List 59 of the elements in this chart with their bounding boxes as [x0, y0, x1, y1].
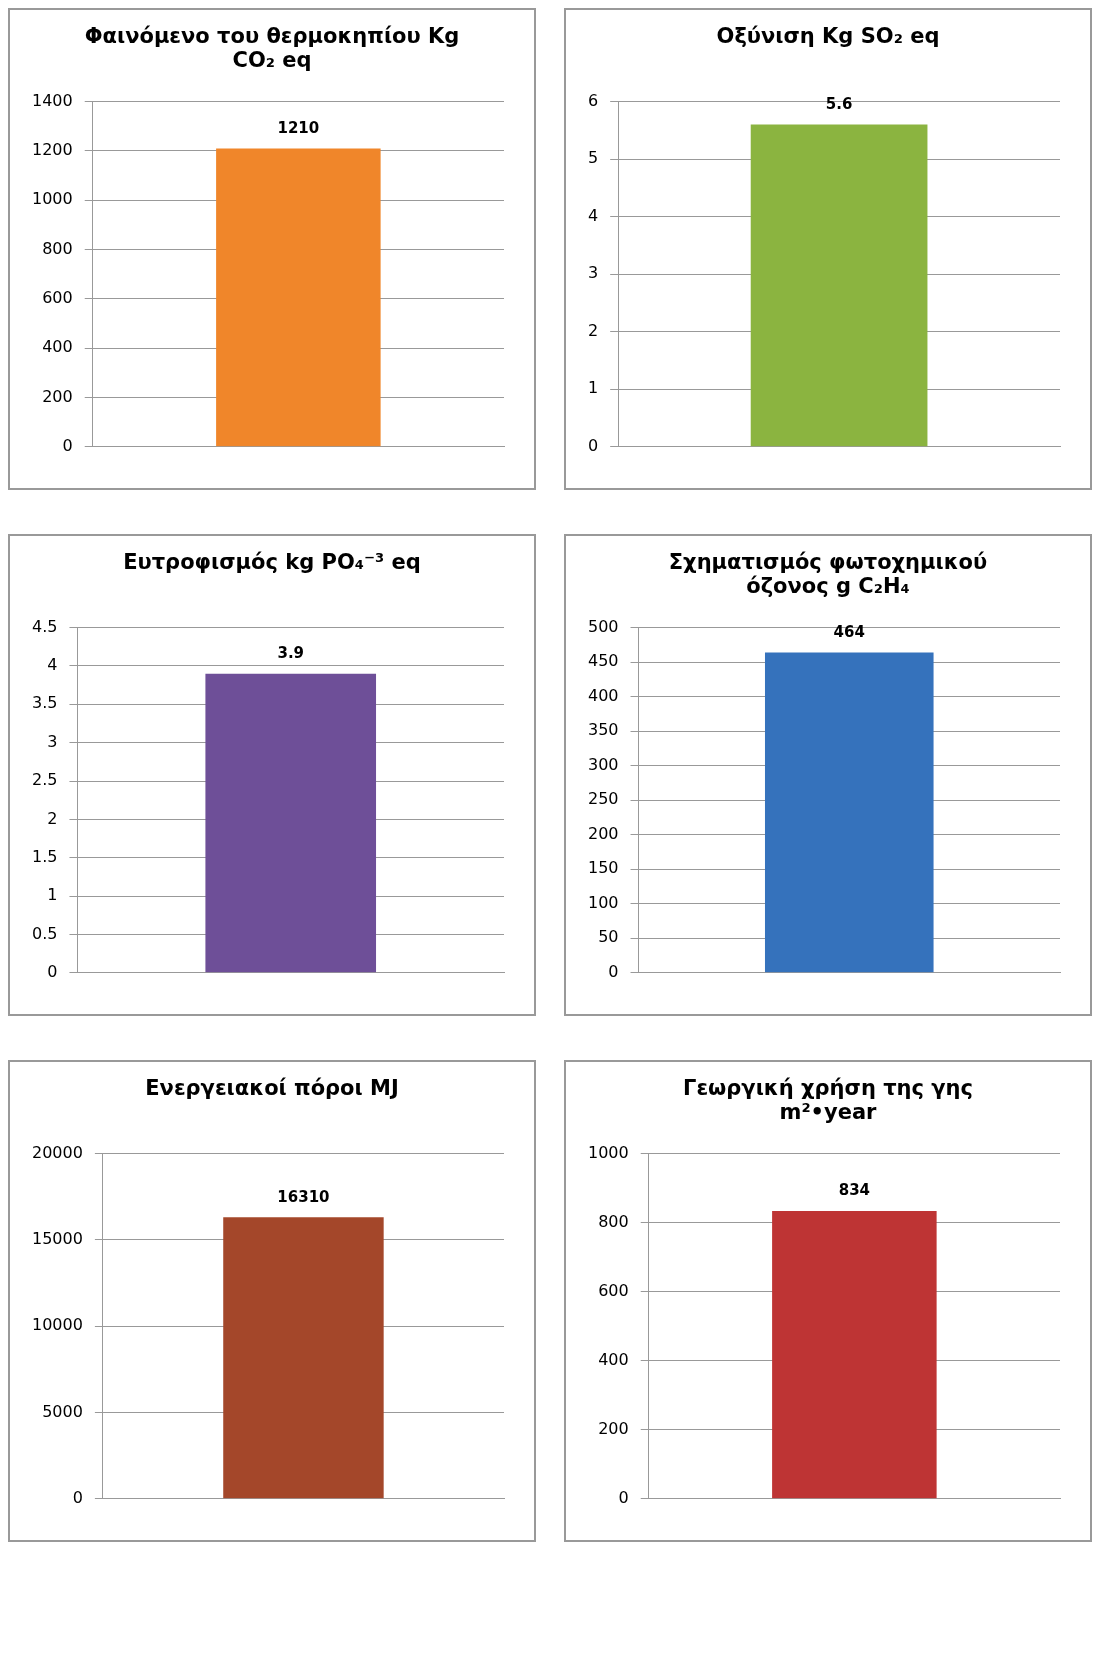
y-tick-label: 800: [598, 1211, 629, 1231]
y-tick-label: 10000: [31, 1315, 83, 1335]
y-tick-label: 2: [587, 320, 599, 340]
y-tick-label: 150: [587, 858, 619, 878]
y-tick-label: 800: [42, 238, 73, 258]
data-label: 1210: [277, 118, 320, 137]
y-tick-label: 15000: [31, 1229, 83, 1249]
y-tick-label: 450: [587, 651, 619, 671]
y-tick-label: 300: [587, 754, 619, 774]
chart-title: Γεωργική χρήση της γης m²•year: [682, 1076, 974, 1126]
y-tick-label: 4: [587, 205, 599, 225]
chart-title: Ευτροφισμός kg PO₄⁻³ eq: [122, 550, 422, 576]
y-tick-label: 2.5: [31, 770, 58, 790]
y-tick-label: 200: [42, 386, 73, 406]
data-label: 16310: [277, 1187, 330, 1206]
y-tick-label: 350: [587, 720, 619, 740]
y-tick-label: 0.5: [31, 923, 58, 943]
y-tick-label: 6: [587, 90, 599, 110]
y-tick-label: 600: [598, 1280, 629, 1300]
y-tick-label: 400: [42, 337, 73, 357]
y-tick-label: 1400: [32, 90, 73, 110]
y-tick-label: 200: [598, 1418, 629, 1438]
y-tick-label: 1: [47, 885, 58, 905]
y-tick-label: 4.5: [31, 616, 58, 636]
y-tick-label: 1000: [32, 189, 73, 209]
y-tick-label: 0: [587, 435, 599, 455]
chart-title: Οξύνιση Kg SO₂ eq: [715, 24, 941, 50]
y-tick-label: 0: [618, 1487, 629, 1507]
chart-title: Ενεργειακοί πόροι MJ: [144, 1076, 400, 1102]
y-tick-label: 600: [42, 288, 73, 308]
y-tick-label: 20000: [31, 1142, 83, 1162]
y-tick-label: 0: [62, 435, 73, 455]
y-tick-label: 1200: [32, 140, 73, 160]
y-tick-label: 3: [587, 263, 599, 283]
chart-title: Φαινόμενο του θερμοκηπίου Kg CO₂ eq: [83, 24, 461, 74]
y-tick-label: 250: [587, 789, 619, 809]
y-tick-label: 4: [47, 655, 58, 675]
y-tick-label: 500: [587, 616, 619, 636]
y-tick-label: 1000: [588, 1142, 629, 1162]
y-tick-label: 1.5: [31, 846, 58, 866]
y-tick-label: 1: [587, 378, 599, 398]
y-tick-label: 50: [598, 927, 619, 947]
y-tick-label: 3: [47, 731, 58, 751]
y-tick-label: 3.5: [31, 693, 58, 713]
y-tick-label: 400: [598, 1349, 629, 1369]
y-tick-label: 400: [587, 685, 619, 705]
y-tick-label: 100: [587, 892, 619, 912]
y-tick-label: 2: [47, 808, 58, 828]
y-tick-label: 5: [587, 148, 599, 168]
y-tick-label: 0: [72, 1487, 83, 1507]
y-tick-label: 0: [47, 961, 58, 981]
chart-title: Σχηματισμός φωτοχημικού όζονος g C₂H₄: [667, 550, 989, 600]
data-label: 834: [838, 1181, 871, 1200]
y-tick-label: 5000: [42, 1401, 83, 1421]
data-label: 3.9: [277, 644, 305, 663]
y-tick-label: 0: [608, 961, 619, 981]
y-tick-label: 200: [587, 823, 619, 843]
data-label: 464: [833, 622, 865, 641]
data-label: 5.6: [825, 95, 853, 113]
